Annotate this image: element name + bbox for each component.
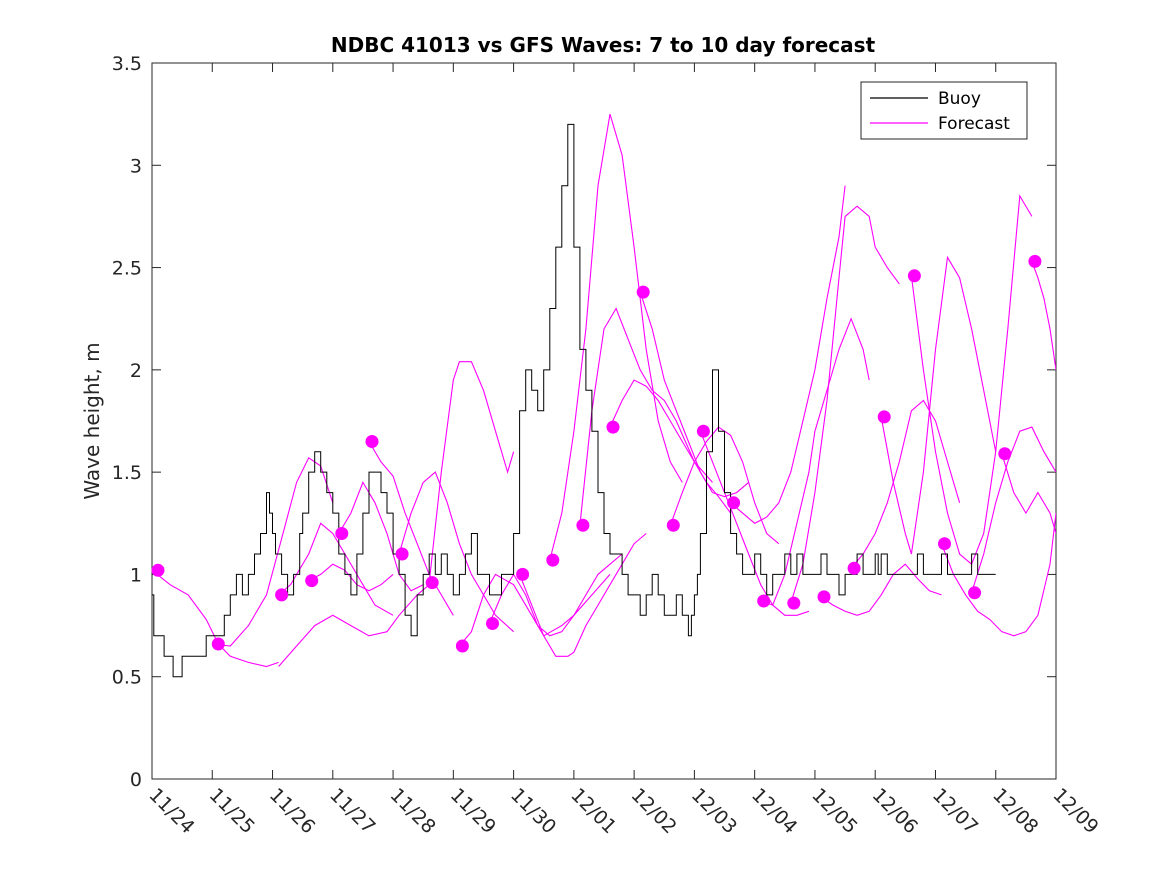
forecast-line bbox=[549, 113, 683, 561]
y-tick-label: 2 bbox=[130, 360, 142, 382]
y-tick-label: 1.5 bbox=[112, 462, 142, 484]
forecast-start-marker bbox=[1028, 254, 1042, 268]
plot-area: 00.511.522.533.511/24 11/25 11/26 11/27 11/2… bbox=[112, 53, 1103, 838]
forecast-line bbox=[579, 307, 713, 526]
forecast-start-marker bbox=[817, 590, 831, 604]
buoy-line bbox=[152, 123, 996, 678]
forecast-start-marker bbox=[938, 537, 951, 551]
forecast-line bbox=[940, 513, 1056, 637]
forecast-start-marker bbox=[847, 561, 861, 575]
forecast-start-marker bbox=[151, 563, 165, 577]
forecast-line bbox=[790, 205, 900, 604]
forecast-start-marker bbox=[636, 285, 650, 299]
forecast-line bbox=[820, 563, 942, 616]
forecast-start-marker bbox=[757, 594, 771, 608]
y-tick-label: 0 bbox=[130, 769, 142, 791]
y-tick-label: 2.5 bbox=[112, 258, 142, 280]
forecast-line bbox=[760, 317, 870, 606]
forecast-line bbox=[519, 533, 647, 657]
legend-box bbox=[860, 81, 1028, 140]
forecast-start-marker bbox=[666, 518, 680, 532]
y-tick-label: 3 bbox=[130, 155, 142, 177]
legend-label-buoy: Buoy bbox=[938, 89, 981, 109]
forecast-line bbox=[278, 584, 430, 667]
forecast-line bbox=[212, 456, 334, 647]
forecast-start-marker bbox=[998, 447, 1012, 461]
forecast-line bbox=[730, 185, 846, 524]
forecast-start-marker bbox=[546, 553, 560, 567]
forecast-start-marker bbox=[335, 527, 349, 540]
forecast-start-marker bbox=[787, 596, 801, 610]
forecast-line bbox=[368, 441, 454, 616]
forecast-start-marker bbox=[395, 547, 409, 561]
forecast-start-marker bbox=[968, 586, 982, 600]
axes-box bbox=[151, 62, 1057, 780]
forecast-line bbox=[1001, 453, 1056, 534]
forecast-start-marker bbox=[877, 410, 891, 424]
forecast-line bbox=[609, 379, 732, 514]
forecast-line bbox=[458, 573, 611, 647]
legend-label-forecast: Forecast bbox=[938, 114, 1010, 134]
forecast-start-marker bbox=[211, 637, 225, 651]
forecast-line bbox=[428, 361, 515, 583]
forecast-line bbox=[880, 255, 997, 555]
forecast-line bbox=[488, 553, 623, 637]
forecast-start-marker bbox=[455, 639, 469, 653]
forecast-start-marker bbox=[305, 574, 319, 588]
forecast-start-marker bbox=[907, 269, 921, 283]
forecast-line bbox=[398, 471, 514, 633]
chart-title: NDBC 41013 vs GFS Waves: 7 to 10 day for… bbox=[331, 33, 876, 57]
forecast-start-marker bbox=[425, 576, 439, 590]
forecast-start-marker bbox=[275, 588, 289, 602]
y-tick-label: 1 bbox=[130, 564, 142, 586]
forecast-start-marker bbox=[516, 567, 530, 581]
y-tick-label: 3.5 bbox=[112, 53, 142, 75]
forecast-line bbox=[850, 399, 961, 569]
forecast-line bbox=[338, 481, 424, 592]
forecast-start-marker bbox=[365, 435, 379, 448]
forecast-start-marker bbox=[727, 496, 741, 510]
forecast-start-marker bbox=[576, 518, 590, 532]
forecast-start-marker bbox=[696, 424, 710, 438]
y-tick-label: 0.5 bbox=[112, 667, 142, 689]
legend: Buoy Forecast bbox=[860, 81, 1028, 140]
forecast-line bbox=[1031, 261, 1056, 370]
forecast-line bbox=[971, 426, 1056, 593]
forecast-start-marker bbox=[606, 420, 620, 434]
y-axis-label: Wave height, m bbox=[80, 342, 104, 499]
forecast-start-marker bbox=[486, 617, 499, 630]
